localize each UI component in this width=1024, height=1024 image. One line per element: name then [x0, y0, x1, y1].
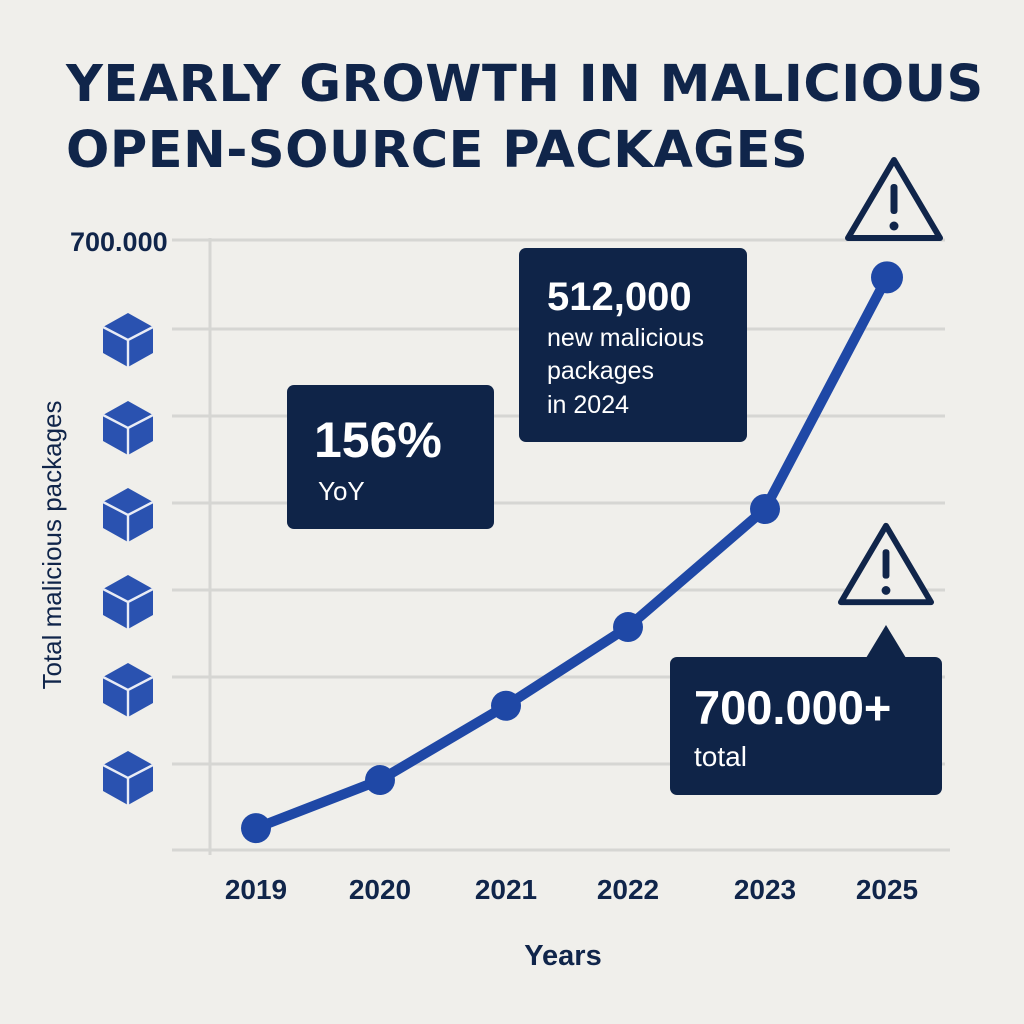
x-axis-title: Years [524, 940, 601, 972]
data-point-2023 [750, 494, 780, 525]
cube-icon [101, 486, 155, 544]
cube-icon [101, 573, 155, 631]
chart-title-line-2: OPEN-SOURCE PACKAGES [66, 121, 809, 180]
callout-yoy-value: 156% [314, 412, 442, 468]
data-point-2020 [365, 765, 395, 796]
y-axis-title: Total malicious packages [37, 400, 67, 689]
callout-new-line-2: packages [547, 357, 654, 385]
cube-icon [101, 749, 155, 807]
cube-icon [101, 399, 155, 457]
x-tick-label: 2020 [349, 874, 411, 905]
data-point-2019 [241, 813, 271, 844]
x-tick-label: 2021 [475, 874, 537, 905]
warning-icon [848, 160, 940, 238]
callout-total-box [670, 657, 942, 795]
x-tick-label: 2022 [597, 874, 659, 905]
chart-title: YEARLY GROWTH IN MALICIOUS OPEN-SOURCE P… [66, 52, 986, 184]
callout-new-box [519, 248, 747, 442]
data-point-2025 [871, 261, 903, 294]
callout-new-line-3: in 2024 [547, 391, 629, 419]
x-tick-label: 2019 [225, 874, 287, 905]
callout-new-packages: 512,000 new malicious packages in 2024 [519, 248, 747, 442]
callout-total-label: total [694, 741, 747, 772]
data-point-2022 [613, 612, 643, 643]
y-tick-label-max: 700.000 [70, 227, 168, 257]
cube-icon [101, 311, 155, 369]
callout-total-value: 700.000+ [694, 681, 891, 734]
data-point-2021 [491, 690, 521, 721]
callout-new-value: 512,000 [547, 275, 692, 319]
x-tick-label: 2025 [856, 874, 918, 905]
chart-title-line-1: YEARLY GROWTH IN MALICIOUS [66, 55, 984, 114]
series-line [251, 272, 892, 834]
callout-yoy: 156% YoY [287, 385, 494, 529]
callout-total: 700.000+ total [670, 625, 942, 795]
callout-yoy-label: YoY [318, 476, 365, 506]
warning-icon [841, 526, 931, 602]
cube-icon [101, 661, 155, 719]
callout-yoy-box [287, 385, 494, 529]
callout-new-line-1: new malicious [547, 324, 704, 352]
callout-total-pointer [866, 625, 906, 658]
x-tick-label: 2023 [734, 874, 796, 905]
